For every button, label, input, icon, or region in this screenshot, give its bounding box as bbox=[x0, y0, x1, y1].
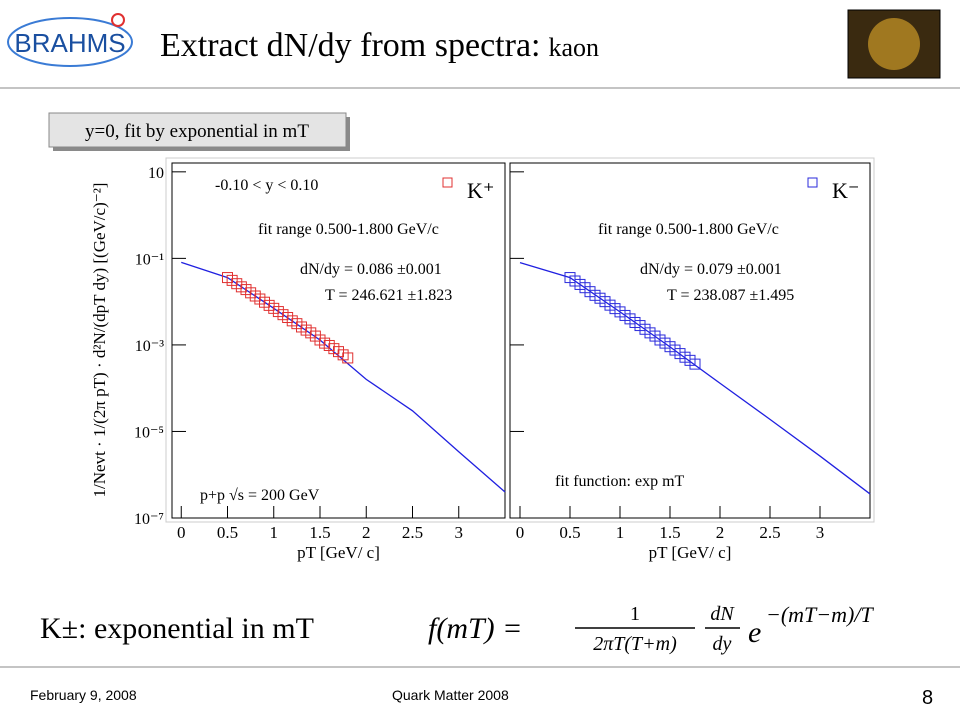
slide-title: Extract dN/dy from spectra: kaon bbox=[160, 27, 599, 64]
plot-frame bbox=[509, 162, 871, 519]
legend-marker bbox=[442, 177, 453, 188]
annotation: fit range 0.500-1.800 GeV/c bbox=[258, 221, 439, 238]
x-tick-label: 3 bbox=[816, 523, 825, 542]
figure-frame bbox=[165, 157, 875, 523]
subtitle-box bbox=[48, 112, 347, 148]
x-tick-label: 2 bbox=[362, 523, 371, 542]
x-tick-label: 3 bbox=[455, 523, 464, 542]
annotation: T = 246.621 ±1.823 bbox=[325, 287, 452, 304]
conference-logo-emblem bbox=[868, 18, 920, 70]
x-tick-label: 0.5 bbox=[559, 523, 580, 542]
x-tick-label: 0 bbox=[516, 523, 525, 542]
subtitle-text: y=0, fit by exponential in mT bbox=[85, 121, 309, 142]
x-tick-label: 1 bbox=[616, 523, 625, 542]
annotation: -0.10 < y < 0.10 bbox=[215, 177, 318, 194]
x-tick-label: 0.5 bbox=[217, 523, 238, 542]
formula-exponent: −(mT−m)/T bbox=[766, 602, 874, 627]
formula-base: e bbox=[748, 616, 761, 649]
y-tick-label: 10⁻⁵ bbox=[134, 424, 164, 441]
legend-label: K⁻ bbox=[832, 178, 860, 203]
legend-marker bbox=[807, 177, 818, 188]
y-tick-label: 10⁻⁷ bbox=[134, 511, 164, 528]
formula-dy: dy bbox=[713, 633, 732, 655]
formula: K±: exponential in mT f(mT) = 1 2πT(T+m)… bbox=[40, 602, 874, 655]
y-axis-label: 1/Nevt · 1/(2π pT) · d²N/(dpT dy) [(GeV/… bbox=[90, 183, 109, 498]
formula-denominator: 2πT(T+m) bbox=[593, 633, 677, 655]
formula-prefix: K±: exponential in mT bbox=[40, 612, 314, 645]
x-tick-label: 1 bbox=[270, 523, 279, 542]
formula-dn: dN bbox=[710, 603, 735, 625]
footer-page: 8 bbox=[922, 687, 933, 709]
x-axis-label: pT [GeV/ c] bbox=[297, 543, 380, 562]
formula-lhs: f(mT) = bbox=[428, 612, 522, 645]
x-tick-label: 2.5 bbox=[759, 523, 780, 542]
logo-text: BRAHMS bbox=[14, 28, 125, 58]
x-axis-label: pT [GeV/ c] bbox=[649, 543, 732, 562]
title-suffix: kaon bbox=[548, 33, 599, 62]
annotation: T = 238.087 ±1.495 bbox=[667, 287, 794, 304]
y-tick-label: 10⁻³ bbox=[135, 338, 164, 355]
footer-date: February 9, 2008 bbox=[30, 687, 137, 703]
title-main: Extract dN/dy from spectra: bbox=[160, 27, 540, 64]
data-point bbox=[689, 358, 701, 370]
legend-label: K⁺ bbox=[467, 178, 495, 203]
formula-numerator: 1 bbox=[630, 603, 640, 625]
annotation: fit function: exp mT bbox=[555, 473, 685, 490]
x-tick-label: 2 bbox=[716, 523, 725, 542]
brahms-logo: BRAHMS bbox=[7, 13, 133, 67]
plot-frame bbox=[171, 162, 506, 519]
annotation: p+p √s = 200 GeV bbox=[200, 487, 320, 504]
footer-conference: Quark Matter 2008 bbox=[392, 687, 509, 703]
x-tick-label: 2.5 bbox=[402, 523, 423, 542]
y-tick-label: 10 bbox=[148, 165, 164, 182]
x-tick-label: 0 bbox=[177, 523, 186, 542]
x-tick-label: 1.5 bbox=[309, 523, 330, 542]
annotation: dN/dy = 0.086 ±0.001 bbox=[300, 261, 442, 278]
annotation: fit range 0.500-1.800 GeV/c bbox=[598, 221, 779, 238]
x-tick-label: 1.5 bbox=[659, 523, 680, 542]
annotation: dN/dy = 0.079 ±0.001 bbox=[640, 261, 782, 278]
y-tick-label: 10⁻¹ bbox=[135, 251, 164, 268]
data-point bbox=[342, 352, 354, 364]
